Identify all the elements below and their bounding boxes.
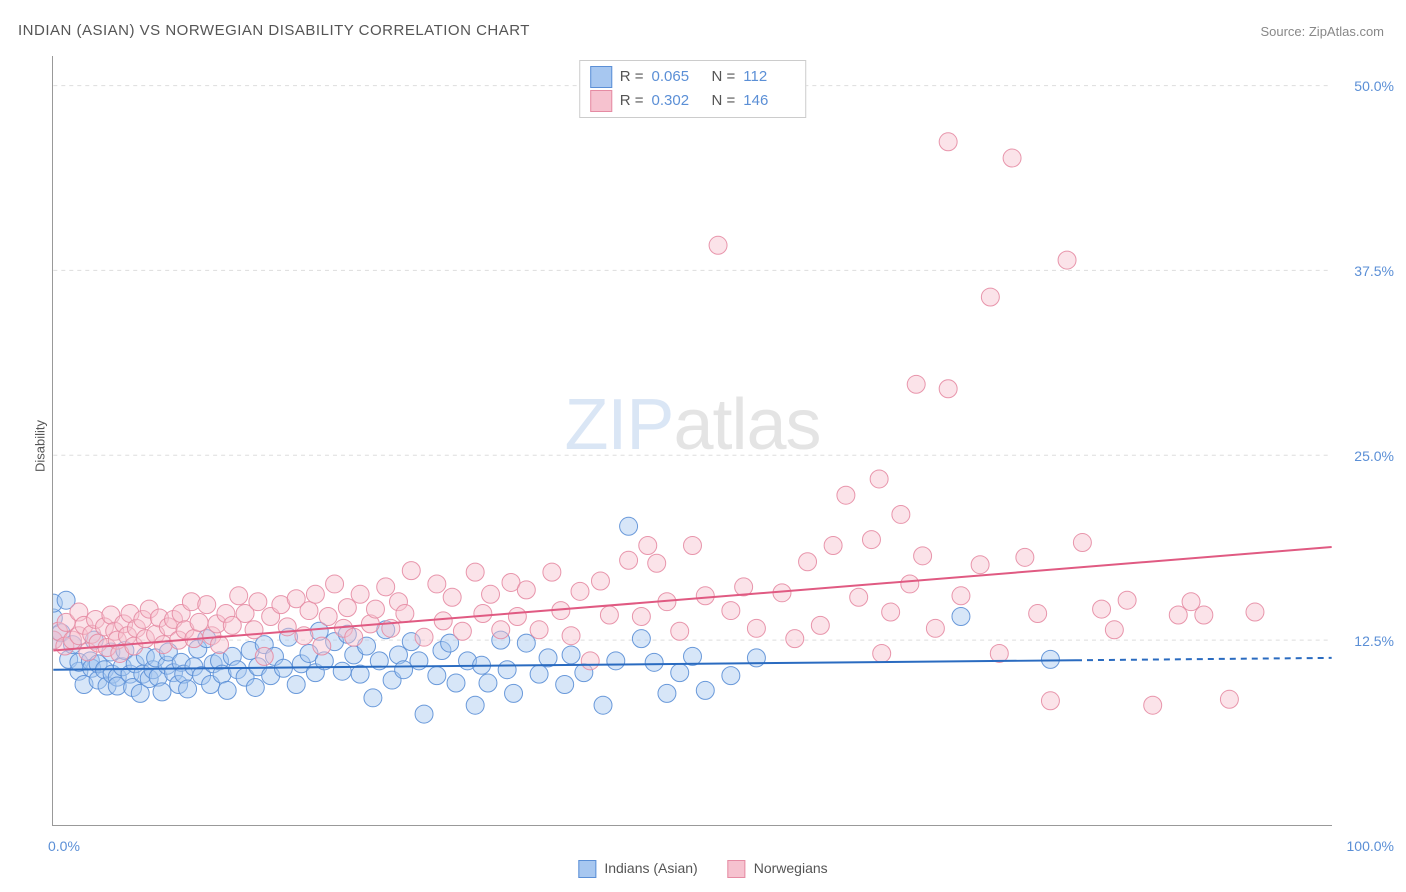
- legend-item: Norwegians: [728, 860, 828, 878]
- stat-label: N =: [712, 89, 736, 113]
- stat-label: R =: [620, 65, 644, 89]
- x-tick-label: 100.0%: [1347, 838, 1394, 854]
- source-label: Source: ZipAtlas.com: [1260, 24, 1384, 39]
- stat-n-value: 146: [743, 89, 795, 113]
- legend-label: Indians (Asian): [604, 860, 697, 876]
- legend-item: Indians (Asian): [578, 860, 697, 878]
- stats-row: R = 0.065 N = 112: [590, 65, 796, 89]
- y-tick-label: 12.5%: [1354, 633, 1394, 649]
- stats-row: R = 0.302 N = 146: [590, 89, 796, 113]
- y-tick-label: 25.0%: [1354, 448, 1394, 464]
- scatter-chart-svg: [53, 56, 1332, 825]
- x-tick-label: 0.0%: [48, 838, 80, 854]
- y-tick-label: 37.5%: [1354, 263, 1394, 279]
- plot-area: ZIPatlas R =0.065N =112R =0.302N =146: [52, 56, 1332, 826]
- stat-r-value: 0.302: [652, 89, 704, 113]
- legend-swatch: [590, 66, 612, 88]
- y-tick-label: 50.0%: [1354, 78, 1394, 94]
- y-axis-label: Disability: [33, 420, 48, 472]
- legend-swatch: [578, 860, 596, 878]
- stat-label: R =: [620, 89, 644, 113]
- legend-label: Norwegians: [754, 860, 828, 876]
- stats-legend-box: R = 0.065 N = 112 R = 0.302 N = 146: [579, 60, 807, 118]
- stat-r-value: 0.065: [652, 65, 704, 89]
- stat-n-value: 112: [743, 65, 795, 89]
- legend-swatch: [728, 860, 746, 878]
- legend-swatch: [590, 90, 612, 112]
- bottom-legend: Indians (Asian) Norwegians: [578, 860, 827, 878]
- chart-title: INDIAN (ASIAN) VS NORWEGIAN DISABILITY C…: [18, 22, 530, 39]
- stat-label: N =: [712, 65, 736, 89]
